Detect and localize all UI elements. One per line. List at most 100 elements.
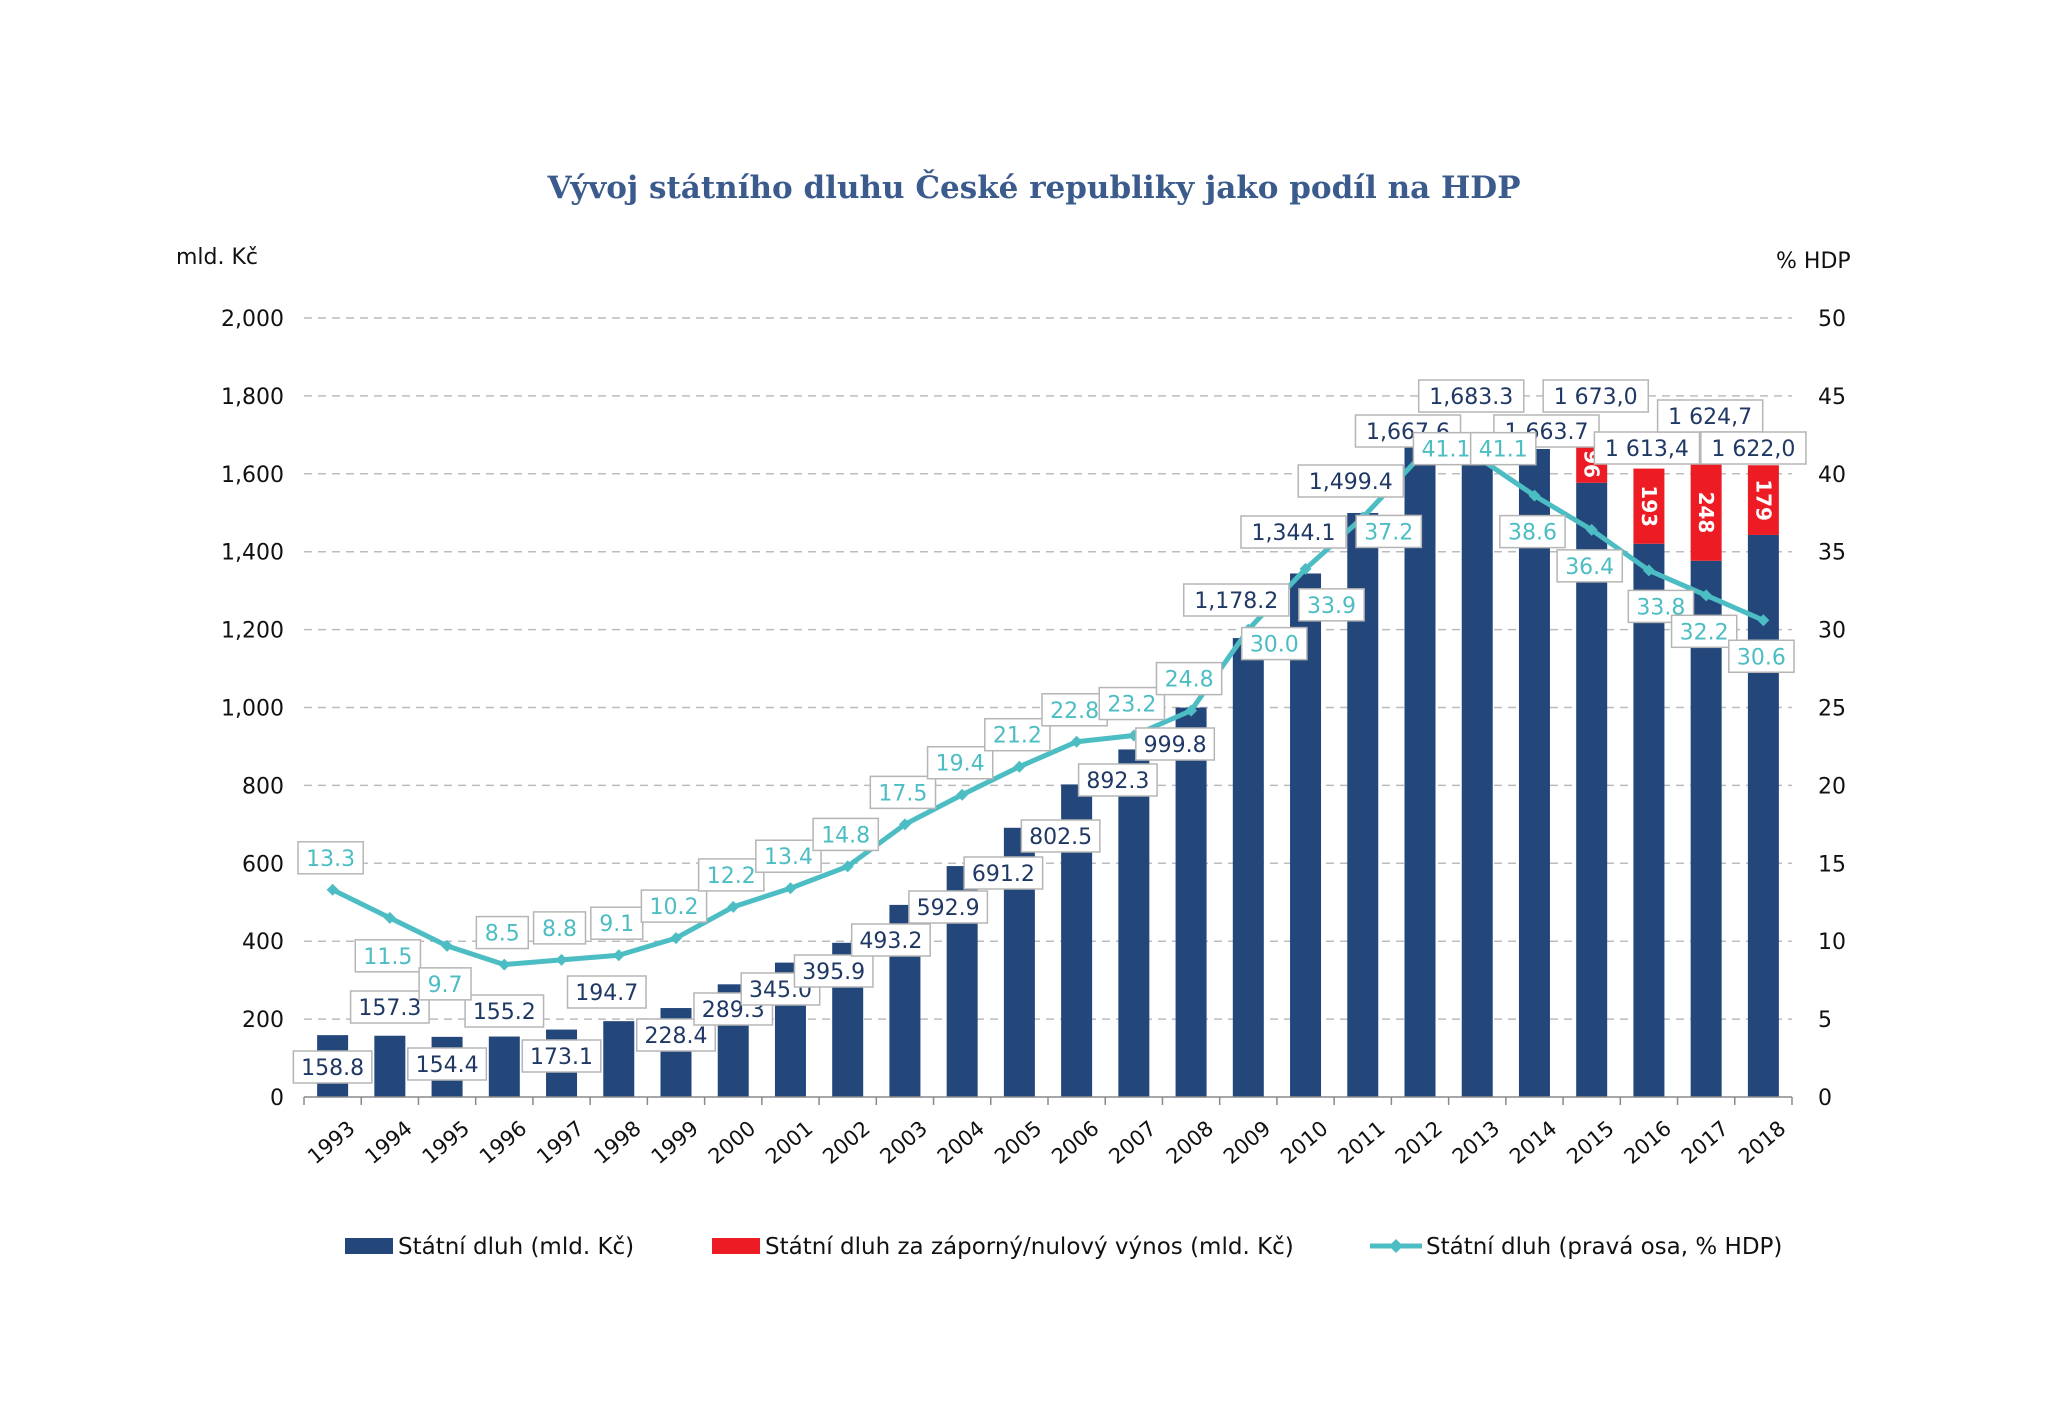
- x-tick-label: 1997: [532, 1116, 588, 1169]
- left-tick-label: 1,800: [221, 385, 284, 410]
- x-tick-label: 2004: [933, 1116, 989, 1169]
- pct-point: [784, 882, 797, 895]
- debt-total-label-box: [1542, 379, 1649, 413]
- data-labels: 158.8157.3154.4155.2173.1194.7228.4289.3…: [292, 379, 1807, 1084]
- pct-point: [841, 860, 854, 873]
- pct-point: [555, 953, 568, 966]
- debt-total-label-box: [1077, 763, 1158, 797]
- bar-debt: [1232, 638, 1264, 1097]
- bar-debt: [374, 1035, 406, 1097]
- negative-yield-label: 248: [1694, 492, 1718, 534]
- pct-label: 9.1: [599, 912, 634, 937]
- debt-total-label: 691.2: [972, 862, 1035, 887]
- pct-line: [326, 450, 1770, 971]
- left-tick-label: 1,400: [221, 541, 284, 566]
- bar-debt: [1690, 560, 1722, 1097]
- pct-label-box: [1469, 431, 1537, 466]
- debt-total-label-box: [963, 856, 1044, 890]
- x-tick-label: 2017: [1677, 1116, 1733, 1169]
- x-tick-label: 1994: [360, 1116, 416, 1169]
- debt-total-label-box: [349, 990, 430, 1024]
- right-tick-label: 10: [1818, 930, 1846, 955]
- x-tick-label: 2013: [1448, 1116, 1504, 1169]
- pct-label: 33.9: [1307, 594, 1356, 619]
- pct-point: [383, 911, 396, 924]
- pct-label-box: [1499, 514, 1566, 549]
- pct-label-box: [640, 889, 708, 923]
- x-tick-label: 2001: [761, 1116, 817, 1169]
- left-axis-ticks: 0 200 400 600 800 1,000 1,200 1,400 1,600 1,800 2,…: [221, 307, 284, 1111]
- debt-total-label-box: [1135, 727, 1216, 761]
- debt-total-label-box: [1297, 464, 1405, 498]
- debt-total-label: 155.2: [473, 1000, 536, 1025]
- x-tick-label: 2015: [1562, 1116, 1618, 1169]
- legend: Státní dluh (mld. Kč) Státní dluh za zápo…: [345, 1234, 1782, 1260]
- debt-total-label: 1 624,7: [1668, 405, 1752, 430]
- x-axis: [303, 1096, 1793, 1105]
- right-tick-label: 35: [1818, 541, 1846, 566]
- bar-negative-yield: [1633, 468, 1665, 544]
- x-tick-label: 2006: [1047, 1116, 1103, 1169]
- left-tick-label: 0: [270, 1086, 284, 1111]
- bar-debt: [1118, 749, 1150, 1097]
- left-tick-label: 1,200: [221, 619, 284, 644]
- x-tick-label: 1993: [303, 1116, 359, 1169]
- left-tick-label: 1,600: [221, 463, 284, 488]
- debt-total-label: 1 613,4: [1605, 437, 1689, 462]
- right-tick-label: 45: [1818, 385, 1846, 410]
- left-tick-label: 1,000: [221, 697, 284, 722]
- x-tick-label: 2014: [1505, 1116, 1561, 1169]
- pct-label-box: [812, 817, 880, 852]
- bar-debt: [1175, 707, 1207, 1097]
- x-tick-label: 2007: [1104, 1116, 1160, 1169]
- right-axis-ticks: 0 5 10 15 20 25 30 35 40 45 50: [1818, 307, 1846, 1111]
- x-tick-label: 2012: [1391, 1116, 1447, 1169]
- pct-point: [326, 883, 339, 896]
- pct-label-box: [1728, 639, 1795, 674]
- pct-label-box: [1098, 686, 1166, 721]
- pct-label-box: [1670, 614, 1738, 649]
- x-tick-label: 2008: [1162, 1116, 1218, 1169]
- bar-negative-yield: [1747, 465, 1779, 535]
- pct-label-box: [1355, 514, 1423, 549]
- debt-total-label: 157.3: [358, 996, 421, 1021]
- left-tick-label: 800: [242, 774, 284, 799]
- debt-total-label-box: [1417, 379, 1525, 413]
- debt-total-label: 194.7: [575, 981, 638, 1006]
- pct-label: 9.7: [428, 973, 463, 998]
- debt-total-label-box: [1020, 819, 1101, 853]
- negative-yield-label: 179: [1751, 479, 1775, 521]
- pct-label: 11.5: [363, 945, 412, 970]
- debt-total-label-box: [292, 1050, 373, 1084]
- chart-title: Vývoj státního dluhu České republiky jak…: [546, 168, 1520, 206]
- bar-debt: [1404, 447, 1436, 1097]
- pct-label: 14.8: [821, 823, 870, 848]
- x-tick-label: 2009: [1219, 1116, 1275, 1169]
- pct-label-box: [869, 775, 937, 810]
- debt-total-label: 1,178.2: [1194, 589, 1278, 614]
- x-tick-label: 2000: [704, 1116, 760, 1169]
- pct-label-box: [697, 858, 765, 892]
- pct-point: [1700, 589, 1713, 602]
- bar-debt: [603, 1021, 635, 1097]
- x-tick-label: 2016: [1620, 1116, 1676, 1169]
- pct-label-box: [1155, 661, 1223, 696]
- left-tick-label: 400: [242, 930, 284, 955]
- pct-label-box: [590, 906, 644, 940]
- pct-point: [441, 939, 454, 952]
- pct-label-box: [1412, 431, 1480, 466]
- right-tick-label: 20: [1818, 774, 1846, 799]
- debt-total-label: 1,344.1: [1252, 521, 1336, 546]
- bar-debt: [1747, 534, 1779, 1097]
- right-tick-label: 40: [1818, 463, 1846, 488]
- debt-total-label-box: [1593, 431, 1701, 465]
- pct-point: [670, 932, 682, 945]
- debt-total-label: 892.3: [1086, 769, 1149, 794]
- debt-total-label: 1,499.4: [1309, 470, 1393, 495]
- bar-debt: [1576, 482, 1608, 1097]
- debt-total-label-box: [1700, 431, 1807, 465]
- pct-label-box: [532, 911, 587, 945]
- legend-swatch-negative-yield: [712, 1238, 760, 1254]
- legend-swatch-debt: [345, 1238, 393, 1254]
